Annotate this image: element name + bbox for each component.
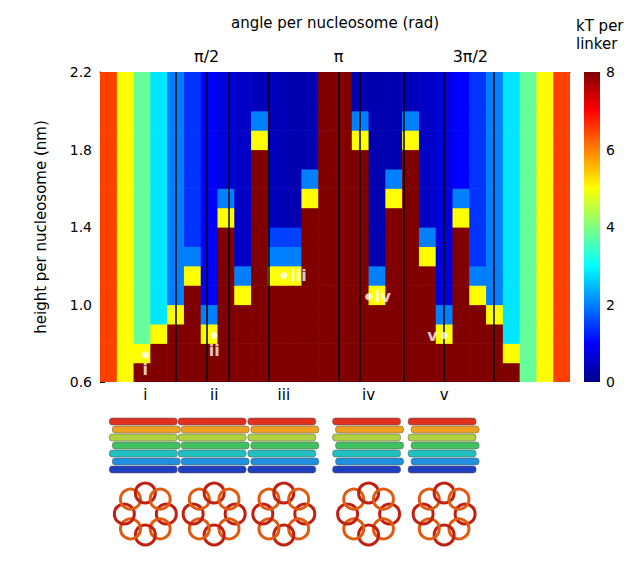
svg-text:iv: iv xyxy=(362,386,375,404)
svg-text:iii: iii xyxy=(278,386,291,404)
svg-text:ii: ii xyxy=(209,341,220,360)
svg-text:iii: iii xyxy=(290,266,306,285)
svg-text:6: 6 xyxy=(606,142,615,158)
svg-text:ii: ii xyxy=(210,386,218,404)
svg-text:i: i xyxy=(143,386,147,404)
svg-text:iv: iv xyxy=(375,287,391,306)
svg-text:π/2: π/2 xyxy=(194,47,219,66)
svg-text:linker: linker xyxy=(576,35,618,53)
svg-text:angle per nucleosome (rad): angle per nucleosome (rad) xyxy=(231,14,439,32)
svg-text:1.4: 1.4 xyxy=(70,219,92,235)
svg-text:1.0: 1.0 xyxy=(70,297,92,313)
svg-text:2.2: 2.2 xyxy=(70,64,92,80)
svg-text:3π/2: 3π/2 xyxy=(453,47,488,66)
svg-text:2: 2 xyxy=(606,297,615,313)
svg-text:i: i xyxy=(143,360,148,379)
svg-text:π: π xyxy=(334,47,344,66)
svg-text:v: v xyxy=(427,326,438,345)
svg-text:kT per: kT per xyxy=(576,17,624,35)
svg-text:height per nucleosome (nm): height per nucleosome (nm) xyxy=(32,120,50,334)
svg-text:0.6: 0.6 xyxy=(70,374,92,390)
svg-text:v: v xyxy=(440,386,449,404)
svg-text:0: 0 xyxy=(606,374,615,390)
svg-text:4: 4 xyxy=(606,219,615,235)
svg-text:8: 8 xyxy=(606,64,615,80)
svg-text:1.8: 1.8 xyxy=(70,142,92,158)
